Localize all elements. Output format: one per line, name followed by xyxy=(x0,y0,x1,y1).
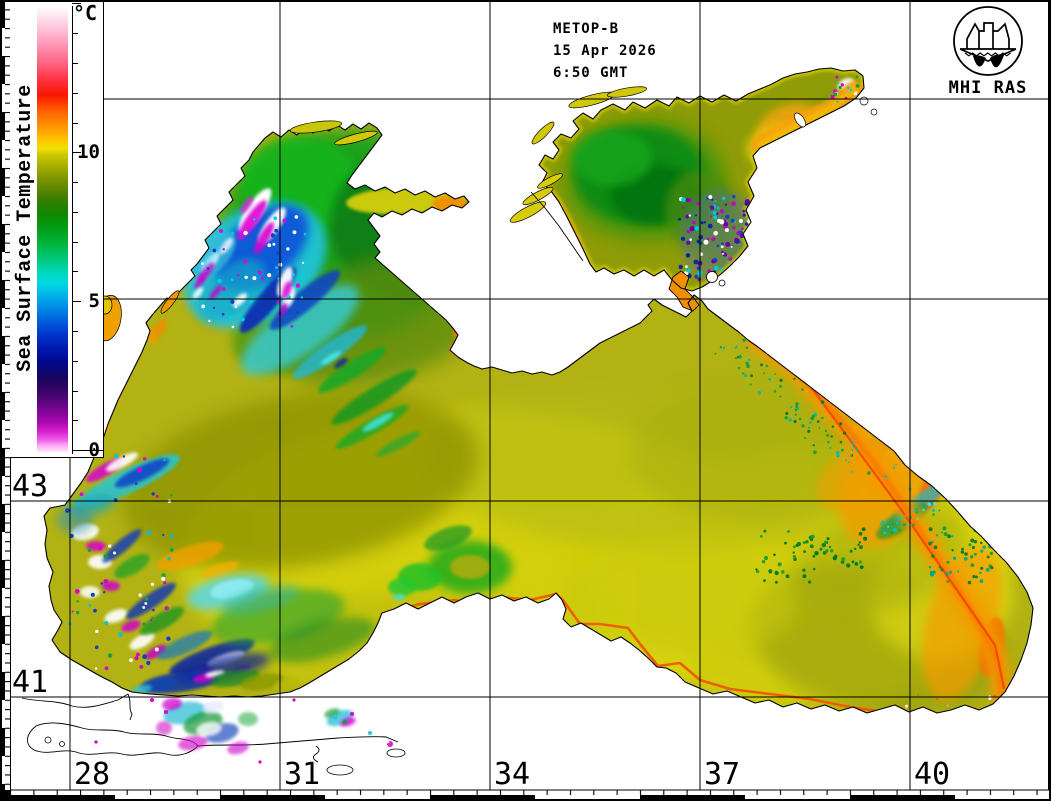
logo-wave-icon xyxy=(964,52,1011,57)
longitude-label: 28 xyxy=(74,757,111,792)
colorbar-tick xyxy=(72,360,78,362)
mhi-ras-logo xyxy=(953,6,1023,76)
colorbar-tick xyxy=(72,390,78,392)
colorbar-tick-label: 5 xyxy=(88,290,100,313)
colorbar-axis xyxy=(72,6,73,454)
colorbar-tick xyxy=(72,450,103,451)
colorbar-tick xyxy=(72,420,78,422)
colorbar-tick xyxy=(72,33,78,35)
colorbar-tick xyxy=(72,92,78,94)
latitude-label: 41 xyxy=(12,665,49,700)
acquisition-time: 6:50 GMT xyxy=(553,65,629,81)
colorbar-tick xyxy=(72,241,78,243)
longitude-label: 40 xyxy=(914,757,951,792)
colorbar: Sea Surface Temperature °C 10 5 0 xyxy=(10,1,104,461)
colorbar-tick xyxy=(72,3,81,5)
satellite-name: METOP-B xyxy=(553,21,620,37)
colorbar-tick xyxy=(72,330,78,332)
logo-circle xyxy=(953,6,1023,76)
longitude-label: 37 xyxy=(704,757,741,792)
land-detail-layer xyxy=(21,86,878,776)
colorbar-tick xyxy=(72,182,78,184)
acquisition-date: 15 Apr 2026 xyxy=(553,43,657,59)
colorbar-tick xyxy=(72,122,78,124)
latitude-label: 43 xyxy=(12,469,49,504)
logo-caption: MHI RAS xyxy=(948,78,1028,98)
acquisition-info: METOP-B 15 Apr 2026 6:50 GMT xyxy=(553,18,657,84)
colorbar-tick xyxy=(72,63,78,64)
colorbar-tick xyxy=(72,271,78,273)
coastline-layer xyxy=(43,67,1034,714)
longitude-label: 34 xyxy=(494,757,531,792)
logo-hull-icon xyxy=(959,48,1017,62)
longitude-label: 31 xyxy=(284,757,321,792)
colorbar-tick xyxy=(72,211,78,213)
temperature-unit-label: °C xyxy=(73,1,98,25)
colorbar-tick-label: 10 xyxy=(77,141,100,164)
colorbar-gradient xyxy=(37,6,68,452)
logo-solid-waves-icon xyxy=(973,54,1004,68)
colorbar-tick-label: 0 xyxy=(88,439,100,461)
colorbar-tick xyxy=(72,301,81,303)
logo-letters-icon xyxy=(966,22,1010,49)
colorbar-title: Sea Surface Temperature xyxy=(14,84,37,372)
colorbar-tick xyxy=(72,152,81,154)
